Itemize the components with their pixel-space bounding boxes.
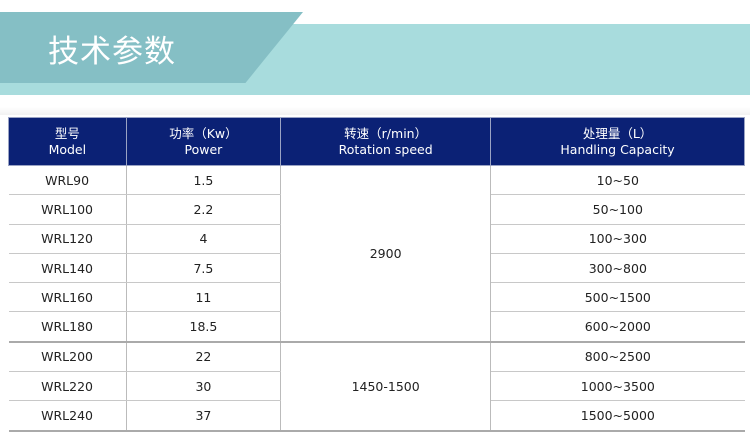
spec-table: 型号 Model 功率（Kw） Power 转速（r/min） Rotation sp… [8, 117, 745, 432]
divider [0, 107, 750, 115]
cell-power: 11 [126, 282, 282, 313]
table-header: 型号 Model 功率（Kw） Power 转速（r/min） Rotation sp… [8, 117, 745, 166]
cell-model: WRL200 [8, 341, 127, 373]
cell-capacity: 1000~3500 [490, 371, 745, 402]
cell-model: WRL220 [8, 371, 127, 402]
cell-power: 2.2 [126, 194, 282, 225]
cell-speed: 2900 [280, 165, 492, 343]
cell-model: WRL120 [8, 224, 127, 254]
cell-capacity: 1500~5000 [490, 400, 745, 432]
cell-power: 22 [126, 341, 282, 373]
header-model: 型号 Model [8, 117, 127, 166]
table-row: WRL200 22 1450-1500 800~2500 [8, 341, 745, 432]
cell-capacity: 600~2000 [490, 311, 745, 343]
cell-power: 7.5 [126, 253, 282, 284]
cell-model: WRL140 [8, 253, 127, 284]
banner-title-block [0, 12, 303, 83]
cell-capacity: 800~2500 [490, 341, 745, 373]
cell-capacity: 100~300 [490, 224, 745, 254]
table-row: WRL160 11 500~1500 [8, 282, 745, 313]
cell-capacity: 10~50 [490, 165, 745, 196]
cell-power: 4 [126, 224, 282, 254]
cell-speed: 1450-1500 [280, 341, 492, 432]
cell-model: WRL180 [8, 311, 127, 343]
cell-model: WRL100 [8, 194, 127, 225]
header-power: 功率（Kw） Power [125, 117, 282, 166]
table-row: WRL140 7.5 300~800 [8, 253, 745, 284]
cell-power: 37 [126, 400, 282, 432]
cell-power: 1.5 [126, 165, 282, 196]
table-row: WRL90 1.5 2900 10~50 [8, 165, 745, 343]
table-row: WRL240 37 1500~5000 [8, 400, 745, 432]
cell-capacity: 300~800 [490, 253, 745, 284]
cell-capacity: 50~100 [490, 194, 745, 225]
table-row: WRL120 4 100~300 [8, 224, 745, 254]
cell-capacity: 500~1500 [490, 282, 745, 313]
section-title: 技术参数 [48, 34, 176, 70]
table-row: WRL220 30 1000~3500 [8, 371, 745, 402]
table-row: WRL100 2.2 50~100 [8, 194, 745, 225]
cell-power: 18.5 [126, 311, 282, 343]
cell-model: WRL240 [8, 400, 127, 432]
table-row: WRL180 18.5 600~2000 [8, 311, 745, 343]
header-speed: 转速（r/min） Rotation speed [280, 117, 492, 166]
cell-model: WRL160 [8, 282, 127, 313]
header-capacity: 处理量（L） Handling Capacity [490, 117, 745, 166]
cell-model: WRL90 [8, 165, 127, 196]
cell-power: 30 [126, 371, 282, 402]
